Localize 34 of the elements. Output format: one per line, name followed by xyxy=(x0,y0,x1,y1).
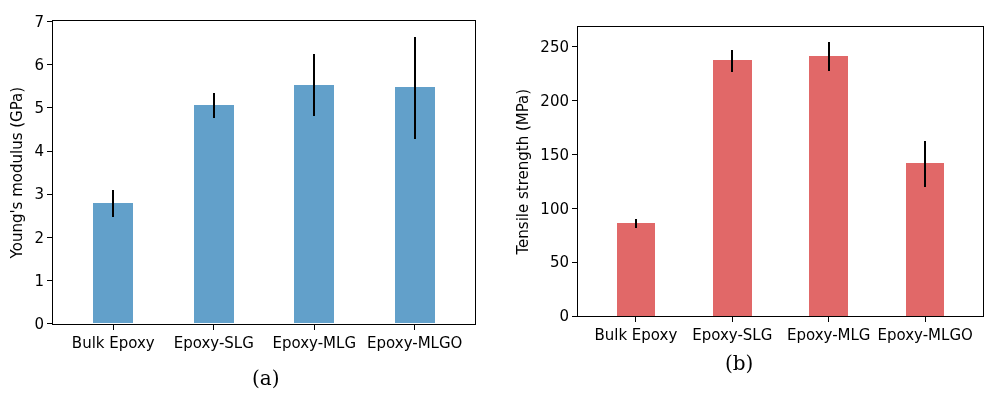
bar xyxy=(906,163,944,317)
y-tick-label: 5 xyxy=(34,99,44,118)
y-axis-title: Tensile strength (MPa) xyxy=(513,88,532,256)
y-tick-label: 2 xyxy=(34,228,44,247)
y-tick-label: 0 xyxy=(34,315,44,334)
bar xyxy=(93,203,133,324)
bar xyxy=(294,85,334,324)
bar xyxy=(194,105,234,324)
y-tick-label: 100 xyxy=(540,199,569,218)
x-tick-label: Epoxy-SLG xyxy=(692,326,773,345)
y-tick-label: 250 xyxy=(540,37,569,56)
y-tick-label: 0 xyxy=(559,307,569,326)
bar xyxy=(809,56,848,317)
x-tick-label: Epoxy-MLG xyxy=(272,333,357,352)
y-tick-label: 6 xyxy=(34,55,44,74)
y-axis-title: Young's modulus (GPa) xyxy=(7,86,26,260)
y-tick-label: 7 xyxy=(34,12,44,31)
x-tick-label: Epoxy-MLG xyxy=(786,326,871,345)
x-tick-label: Epoxy-SLG xyxy=(173,333,254,352)
y-tick-label: 200 xyxy=(540,91,569,110)
y-tick-label: 3 xyxy=(34,185,44,204)
y-tick-label: 50 xyxy=(549,253,569,272)
y-tick-label: 150 xyxy=(540,145,569,164)
y-tick-label: 1 xyxy=(34,271,44,290)
x-tick-label: Epoxy-MLGO xyxy=(877,326,973,345)
x-tick-label: Epoxy-MLGO xyxy=(367,333,463,352)
text: (b) xyxy=(725,351,754,375)
x-tick-label: Bulk Epoxy xyxy=(594,326,678,345)
y-tick-label: 4 xyxy=(34,142,44,161)
x-tick-label: Bulk Epoxy xyxy=(71,333,155,352)
bar xyxy=(713,60,752,317)
bar xyxy=(395,87,435,324)
bar xyxy=(617,223,655,317)
text: (a) xyxy=(252,366,280,390)
